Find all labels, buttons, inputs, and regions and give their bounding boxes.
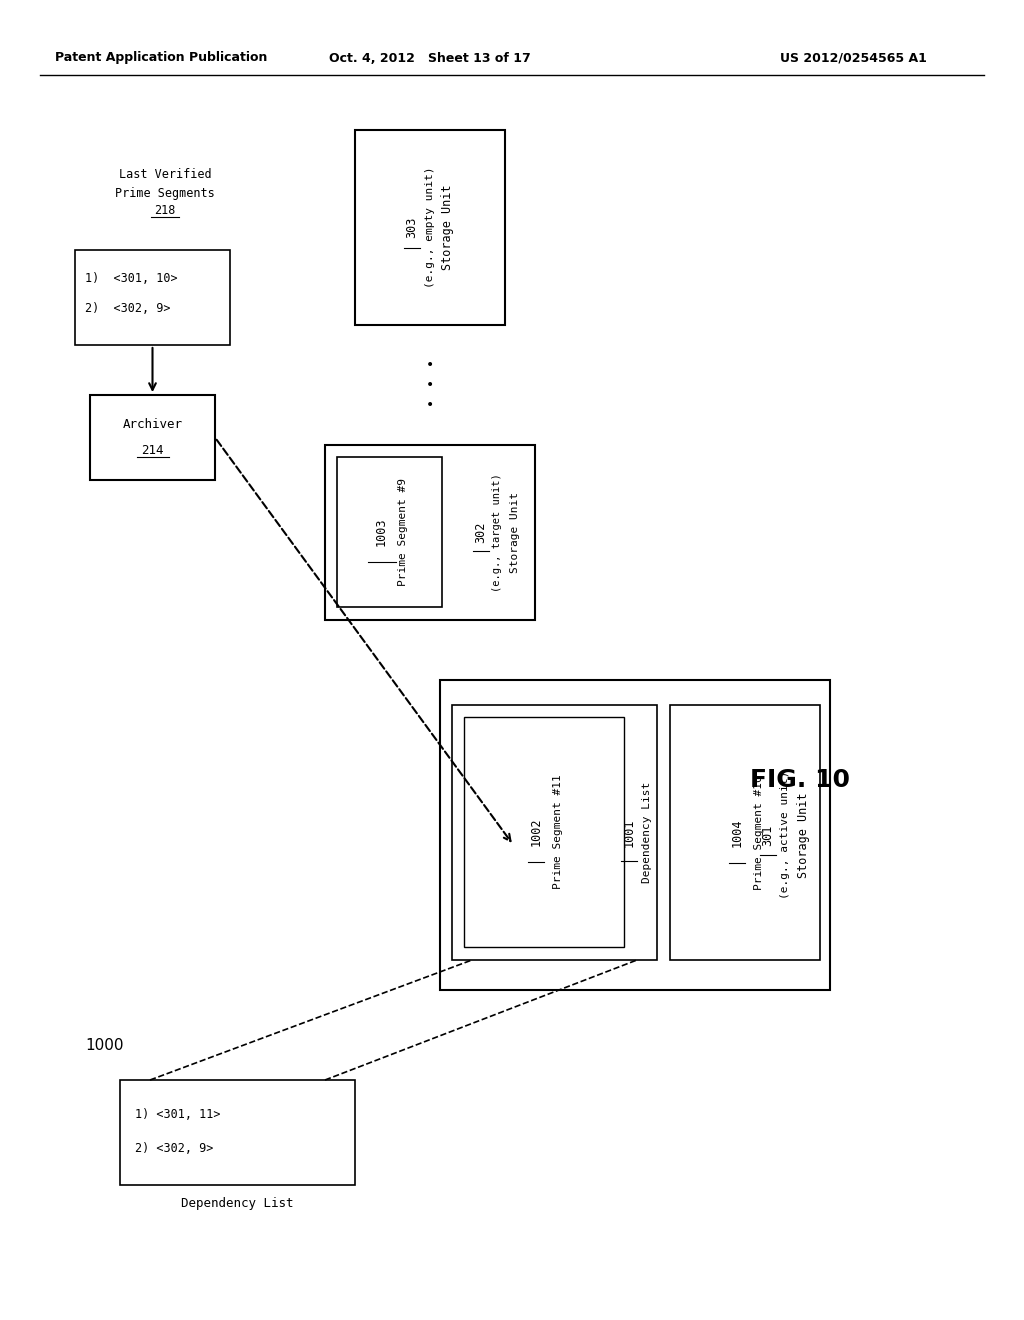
Text: Prime Segments: Prime Segments xyxy=(115,186,215,199)
Text: (e.g., target unit): (e.g., target unit) xyxy=(492,473,502,591)
Text: •: • xyxy=(426,358,434,372)
Text: Dependency List: Dependency List xyxy=(642,781,652,883)
Bar xyxy=(325,445,535,620)
Text: 303: 303 xyxy=(406,216,419,238)
Text: 1004: 1004 xyxy=(730,818,743,846)
Text: Last Verified: Last Verified xyxy=(119,169,211,181)
Text: Oct. 4, 2012   Sheet 13 of 17: Oct. 4, 2012 Sheet 13 of 17 xyxy=(329,51,530,65)
Text: •: • xyxy=(426,378,434,392)
Text: (e.g., active unit): (e.g., active unit) xyxy=(780,771,790,899)
Text: Prime Segment #11: Prime Segment #11 xyxy=(553,775,563,890)
Text: Storage Unit: Storage Unit xyxy=(441,185,455,271)
Text: 2)  <302, 9>: 2) <302, 9> xyxy=(85,301,171,314)
Text: •: • xyxy=(426,399,434,412)
Text: 1)  <301, 10>: 1) <301, 10> xyxy=(85,272,177,285)
Text: 1000: 1000 xyxy=(86,1038,124,1052)
Text: Patent Application Publication: Patent Application Publication xyxy=(55,51,267,65)
Bar xyxy=(464,717,624,946)
Bar xyxy=(452,705,657,960)
Text: 2) <302, 9>: 2) <302, 9> xyxy=(135,1142,213,1155)
Text: 1003: 1003 xyxy=(375,517,388,546)
Text: 218: 218 xyxy=(155,205,176,218)
Text: 214: 214 xyxy=(141,444,164,457)
Text: FIG. 10: FIG. 10 xyxy=(750,768,850,792)
Bar xyxy=(90,395,215,480)
Text: 1001: 1001 xyxy=(623,818,636,846)
Text: 1) <301, 11>: 1) <301, 11> xyxy=(135,1109,220,1122)
Text: 302: 302 xyxy=(474,521,487,544)
Text: Prime Segment #9: Prime Segment #9 xyxy=(398,478,409,586)
Text: 1002: 1002 xyxy=(529,818,543,846)
Bar xyxy=(440,680,830,990)
Text: Archiver: Archiver xyxy=(123,418,182,432)
Bar xyxy=(337,457,442,607)
Text: Storage Unit: Storage Unit xyxy=(510,492,520,573)
Text: US 2012/0254565 A1: US 2012/0254565 A1 xyxy=(780,51,927,65)
Bar xyxy=(120,1080,355,1185)
Text: Dependency List: Dependency List xyxy=(181,1196,294,1209)
Bar xyxy=(75,249,230,345)
Bar xyxy=(355,129,505,325)
Text: (e.g., empty unit): (e.g., empty unit) xyxy=(425,166,435,288)
Text: 301: 301 xyxy=(762,824,774,846)
Bar xyxy=(670,705,820,960)
Text: Prime Segment #10: Prime Segment #10 xyxy=(754,775,764,890)
Text: Storage Unit: Storage Unit xyxy=(798,792,811,878)
